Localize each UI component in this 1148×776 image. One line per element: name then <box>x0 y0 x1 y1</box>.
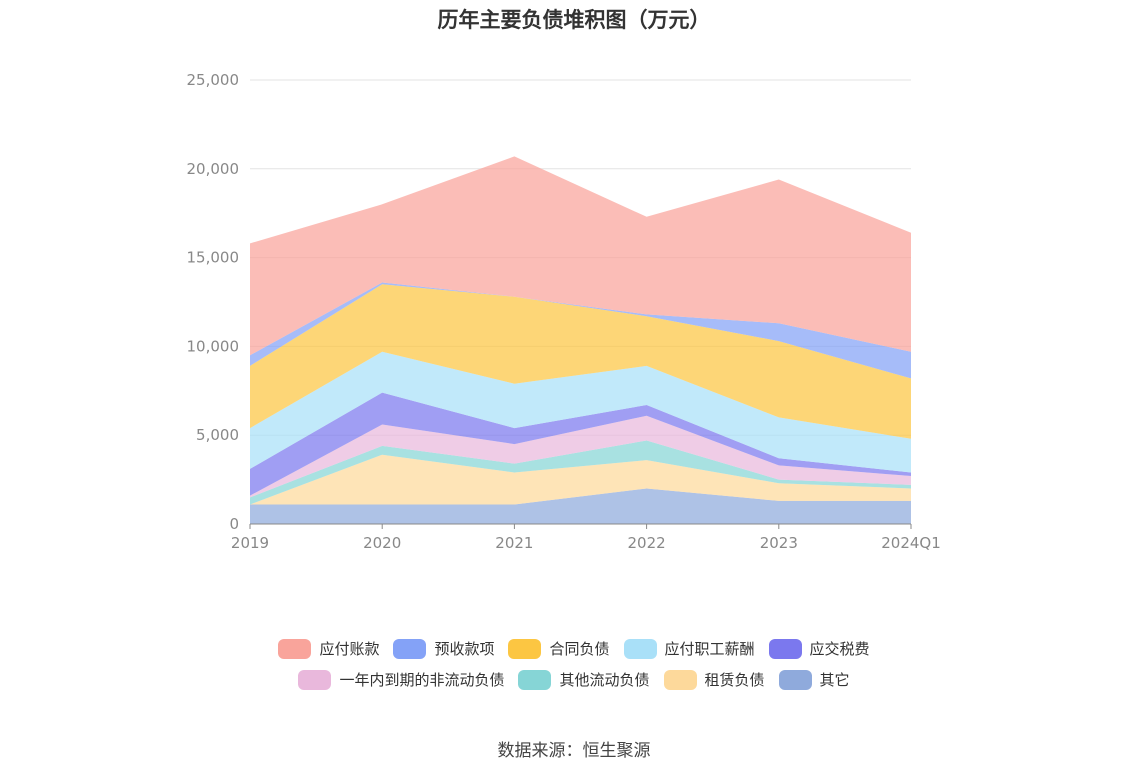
x-tick-label: 2023 <box>760 534 798 552</box>
area-series-应付职工薪酬[interactable] <box>250 351 911 473</box>
legend-swatch <box>768 638 802 659</box>
data-source: 数据来源：恒生聚源 <box>497 741 651 761</box>
chart-title: 历年主要负债堆积图（万元） <box>437 8 711 32</box>
x-tick-label: 2024Q1 <box>881 534 941 552</box>
y-tick-label: 25,000 <box>187 71 240 89</box>
legend-item-预收款项[interactable]: 预收款项 <box>393 638 494 659</box>
x-tick-label: 2021 <box>495 534 533 552</box>
y-tick-label: 5,000 <box>196 426 239 444</box>
y-tick-label: 10,000 <box>187 337 240 355</box>
legend-label: 一年内到期的非流动负债 <box>339 671 505 689</box>
legend-label: 预收款项 <box>434 640 495 658</box>
legend-item-租赁负债[interactable]: 租赁负债 <box>663 669 765 690</box>
area-series-其它[interactable] <box>250 488 911 525</box>
axis-layer: 0 5,000 10,000 15,000 20,000 25,000 2019 2020 20… <box>187 71 941 552</box>
legend-item-其它[interactable]: 其它 <box>778 669 850 690</box>
legend-row-1: 应付账款 预收款项 合同负债 应付职工薪酬 应交税费 <box>0 638 1148 659</box>
legend-swatch <box>508 638 542 659</box>
legend-item-应付账款[interactable]: 应付账款 <box>278 638 379 659</box>
legend-swatch <box>393 638 427 659</box>
area-series-一年内到期的非流动负债[interactable] <box>250 415 911 498</box>
legend-swatch <box>298 669 332 690</box>
x-tick-label: 2019 <box>231 534 269 552</box>
legend-item-其他流动负债[interactable]: 其他流动负债 <box>518 669 650 690</box>
legend-swatch <box>663 669 697 690</box>
legend-label: 合同负债 <box>549 640 610 658</box>
legend-row-2: 一年内到期的非流动负债 其他流动负债 租赁负债 其它 <box>0 669 1148 690</box>
legend-label: 租赁负债 <box>704 671 765 689</box>
y-tick-label: 0 <box>229 515 239 533</box>
legend-swatch <box>778 669 812 690</box>
legend-label: 其他流动负债 <box>559 671 650 689</box>
legend-item-合同负债[interactable]: 合同负债 <box>508 638 610 659</box>
legend-item-一年内到期的非流动负债[interactable]: 一年内到期的非流动负债 <box>298 669 504 690</box>
legend-item-应付职工薪酬[interactable]: 应付职工薪酬 <box>623 638 755 659</box>
stacked-area-chart: 0 5,000 10,000 15,000 20,000 25,000 2019 2020 20… <box>187 71 941 552</box>
area-series-其他流动负债[interactable] <box>250 440 911 505</box>
legend-item-应交税费[interactable]: 应交税费 <box>768 638 870 659</box>
legend: 应付账款 预收款项 合同负债 应付职工薪酬 应交税费 一年内到期的非流动负债 其他流动负债… <box>0 638 1148 700</box>
area-series-合同负债[interactable] <box>250 284 911 439</box>
area-series-应交税费[interactable] <box>250 392 911 496</box>
y-tick-label: 15,000 <box>187 249 240 267</box>
y-tick-label: 20,000 <box>187 160 240 178</box>
area-layer <box>250 156 911 524</box>
legend-swatch <box>623 638 657 659</box>
legend-swatch <box>278 638 312 659</box>
area-series-应付账款[interactable] <box>250 156 911 356</box>
legend-label: 应付账款 <box>319 640 380 658</box>
x-tick-label: 2022 <box>628 534 666 552</box>
legend-swatch <box>518 669 552 690</box>
area-series-租赁负债[interactable] <box>250 454 911 505</box>
legend-label: 应交税费 <box>809 640 870 658</box>
legend-label: 应付职工薪酬 <box>664 640 755 658</box>
area-series-预收款项[interactable] <box>250 282 911 379</box>
legend-label: 其它 <box>819 671 850 689</box>
x-tick-label: 2020 <box>363 534 401 552</box>
